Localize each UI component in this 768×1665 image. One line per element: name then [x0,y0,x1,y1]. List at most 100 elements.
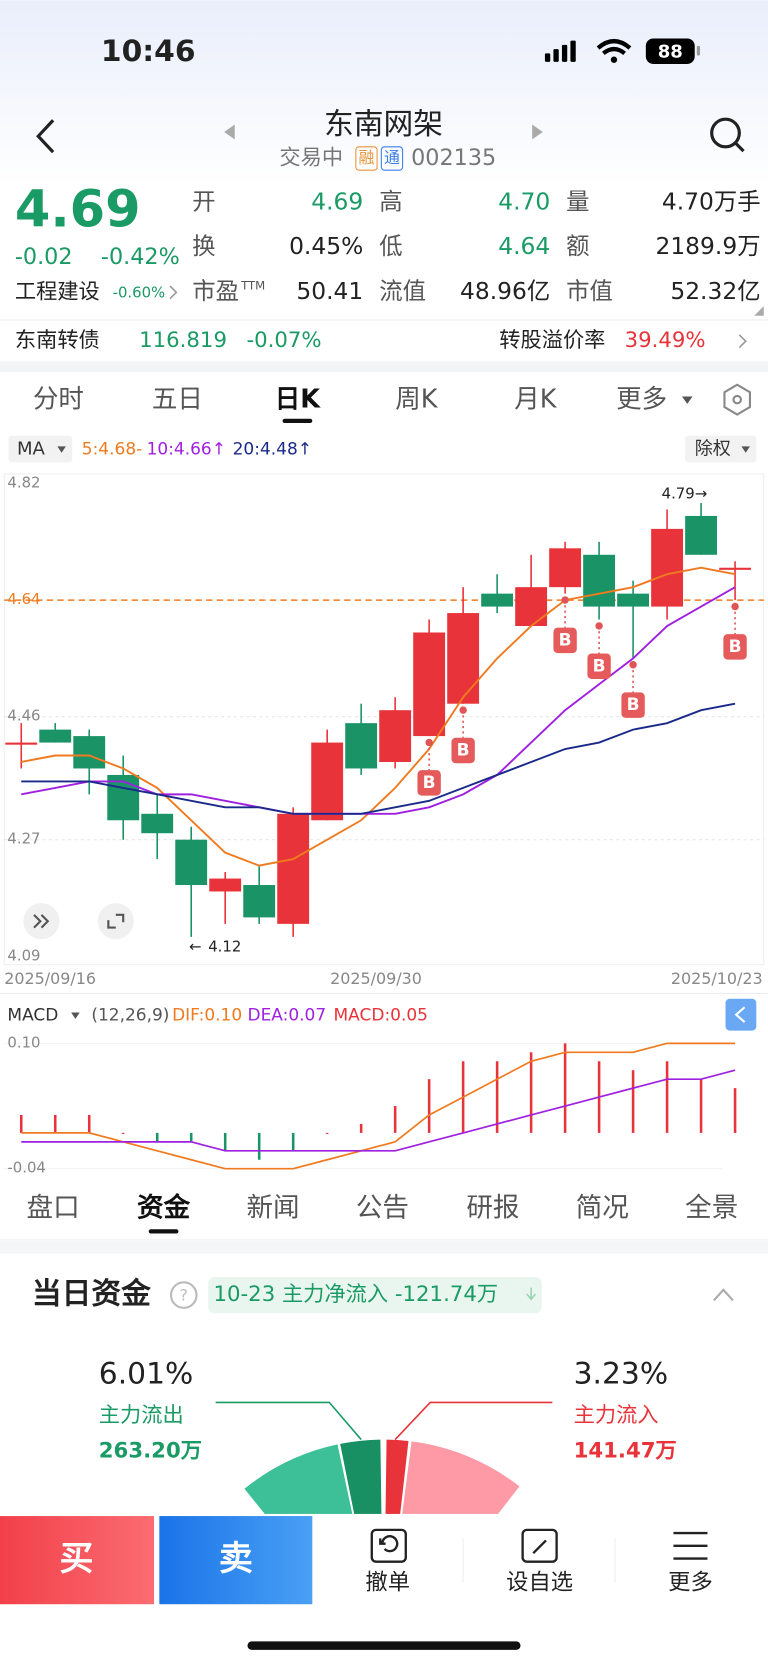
macd-bar [529,1052,533,1133]
chart-settings[interactable] [723,383,752,416]
prev-stock[interactable] [224,124,235,140]
action-label[interactable]: 更多 [668,1569,713,1595]
down-arrow [526,1287,536,1301]
detail-tab[interactable]: 简况 [576,1193,629,1224]
candle-body [515,587,548,627]
signal-label: B [627,695,640,715]
annotation: 4.12 [208,937,241,955]
signal-label: B [593,656,606,676]
field-value: 50.41 [296,277,363,305]
period-tab[interactable]: 更多 [616,385,667,415]
zoom-buttons[interactable] [23,903,134,940]
premium: 39.49% [625,328,706,353]
corner-mark [754,306,764,316]
badge-text: 融 [359,148,375,167]
help-icon[interactable] [169,1281,198,1309]
annotation-arrow: → [695,484,707,502]
change: -0.02 [15,244,73,270]
macd-legend: DIF:0.10 [172,1006,242,1026]
signal-box [621,692,645,718]
y-tick-label: 4.09 [7,946,40,964]
field-label: 市盈 [192,277,239,305]
funds-title: 当日资金 [32,1277,151,1312]
search-button[interactable] [710,117,745,153]
adjust: 除权 [695,439,731,460]
sell-button[interactable] [159,1516,313,1605]
badge [380,146,404,171]
action-label[interactable]: 设自选 [506,1569,573,1595]
field-value: 4.70 [498,188,550,216]
detail-tab[interactable]: 全景 [685,1193,738,1224]
clock: 10:46 [101,34,196,69]
field-value: 4.64 [498,232,550,260]
ma-line [21,586,736,815]
change-pct: -0.42% [101,244,180,270]
period-tab[interactable]: 分时 [33,385,84,415]
detail-tab[interactable]: 研报 [466,1193,519,1224]
macd-legend: MACD:0.05 [334,1006,428,1026]
collapse-tab[interactable] [725,998,757,1031]
detail-tab[interactable]: 新闻 [246,1193,299,1224]
macd-line [21,1069,736,1152]
candle-body [719,567,752,570]
stock-code: 002135 [411,145,496,171]
annotation: 4.79 [662,484,695,502]
candle-body [311,742,344,821]
summary-pill [208,1277,542,1314]
candle-body [379,710,412,762]
candle-body [243,885,276,918]
detail-tab[interactable]: 公告 [356,1193,409,1224]
detail-tab[interactable]: 盘口 [27,1193,80,1224]
field-sup: TTM [240,278,265,292]
candle-body [583,554,616,607]
macd-bar [495,1061,499,1133]
ma-legend: 5:4.68- [82,440,142,460]
back-button[interactable] [36,119,55,154]
signal-label: B [729,637,742,657]
trade-status: 交易中 [279,146,343,171]
period-tab[interactable]: 日K [275,385,321,415]
divider [0,1240,768,1254]
ma-legend: 10:4.66↑ [147,440,226,460]
inflow-amount: 141.47万 [574,1438,677,1463]
period-tab[interactable]: 五日 [152,385,203,415]
inflow-label: 主力流入 [574,1403,659,1428]
macd-bar [699,1079,703,1133]
gauge-segment [340,1439,382,1536]
candle-body [685,515,718,555]
sell-label: 卖 [219,1539,253,1579]
y-tick-label: -0.04 [7,1159,45,1177]
badge [355,146,378,171]
detail-tab[interactable]: 资金 [137,1193,191,1224]
y-tick-label: 4.46 [7,707,40,725]
collapse-funds[interactable] [713,1288,734,1302]
period-tab[interactable]: 周K [395,385,438,415]
action-label[interactable]: 撤单 [365,1569,410,1595]
signal-label: B [559,630,572,650]
signal-box [417,770,441,796]
macd-bar [257,1132,261,1160]
tab-underline [282,418,313,424]
sector: 工程建设 [15,279,100,304]
stock-name: 东南网架 [324,107,443,142]
next-stock[interactable] [532,124,543,140]
macd-bar [53,1114,57,1133]
candle-body [481,593,514,607]
period-tab[interactable]: 月K [514,385,557,415]
bond-name: 东南转债 [15,328,100,353]
ma-legend: 20:4.48↑ [233,440,312,460]
candle-body [617,593,650,607]
outflow-amount: 263.20万 [99,1438,202,1463]
x-tick-label: 2025/10/23 [671,969,763,988]
leader-line [215,1401,362,1441]
candle-body [651,528,684,607]
premium-label: 转股溢价率 [499,328,605,353]
home-indicator [247,1641,521,1650]
field-value: 48.96亿 [460,277,550,305]
macd-bar [223,1132,227,1151]
dropdown-arrow [57,446,66,453]
bond-change: -0.07% [246,328,321,353]
chevron [738,334,747,349]
buy-button[interactable] [0,1516,155,1605]
